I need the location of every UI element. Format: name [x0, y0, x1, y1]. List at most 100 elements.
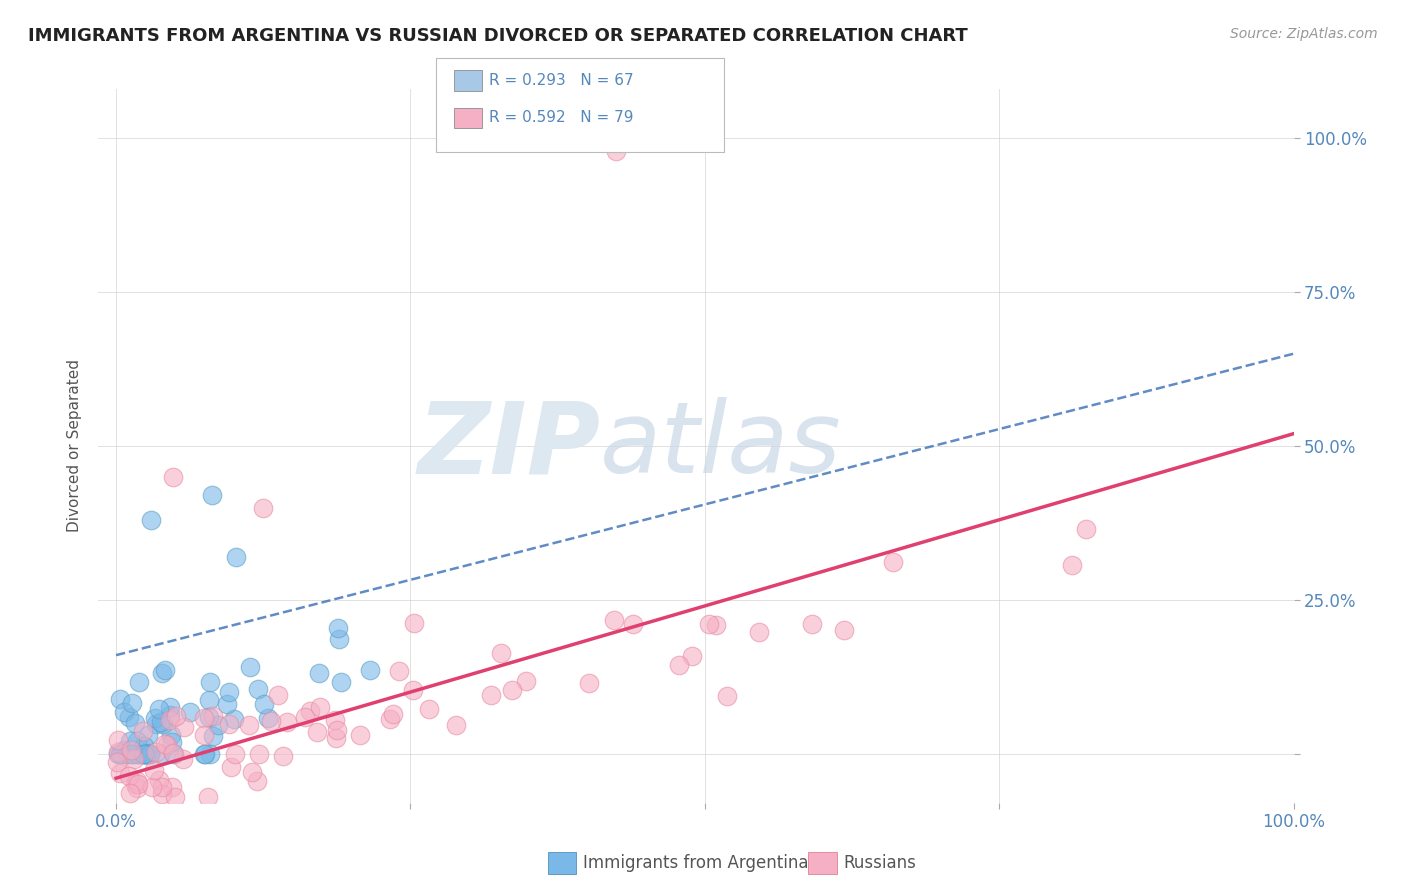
- Point: [159, 713, 181, 727]
- Point: [124, 716, 146, 731]
- Point: [308, 665, 330, 680]
- Point: [163, 747, 186, 761]
- Point: [207, 718, 229, 732]
- Text: atlas: atlas: [600, 398, 842, 494]
- Point: [110, 747, 132, 761]
- Point: [252, 500, 274, 515]
- Point: [198, 674, 221, 689]
- Point: [153, 737, 176, 751]
- Point: [240, 765, 263, 780]
- Point: [150, 665, 173, 680]
- Point: [160, 780, 183, 795]
- Point: [603, 613, 626, 627]
- Point: [193, 728, 215, 742]
- Point: [668, 657, 690, 672]
- Point: [257, 711, 280, 725]
- Point: [202, 708, 225, 723]
- Point: [246, 773, 269, 788]
- Point: [173, 720, 195, 734]
- Point: [201, 729, 224, 743]
- Point: [121, 696, 143, 710]
- Point: [218, 717, 240, 731]
- Point: [402, 616, 425, 631]
- Point: [159, 700, 181, 714]
- Point: [800, 617, 823, 632]
- Point: [145, 745, 167, 759]
- Point: [127, 747, 149, 761]
- Point: [225, 549, 247, 564]
- Point: [160, 735, 183, 749]
- Point: [218, 685, 240, 699]
- Point: [193, 711, 215, 725]
- Point: [194, 747, 217, 761]
- Point: [326, 723, 349, 738]
- Point: [201, 488, 224, 502]
- Point: [605, 144, 627, 158]
- Point: [134, 747, 156, 761]
- Point: [141, 780, 163, 794]
- Point: [193, 747, 215, 761]
- Point: [134, 747, 156, 761]
- Point: [128, 674, 150, 689]
- Point: [134, 739, 156, 753]
- Point: [150, 787, 173, 801]
- Point: [120, 786, 142, 800]
- Point: [832, 623, 855, 637]
- Text: IMMIGRANTS FROM ARGENTINA VS RUSSIAN DIVORCED OR SEPARATED CORRELATION CHART: IMMIGRANTS FROM ARGENTINA VS RUSSIAN DIV…: [28, 27, 967, 45]
- Point: [131, 747, 153, 761]
- Point: [748, 625, 770, 640]
- Point: [122, 752, 145, 766]
- Point: [131, 747, 153, 761]
- Point: [132, 724, 155, 739]
- Point: [239, 660, 262, 674]
- Point: [108, 766, 131, 780]
- Point: [150, 715, 173, 730]
- Point: [238, 718, 260, 732]
- Point: [578, 676, 600, 690]
- Text: ZIP: ZIP: [418, 398, 600, 494]
- Point: [125, 774, 148, 789]
- Point: [179, 705, 201, 719]
- Point: [127, 747, 149, 761]
- Point: [444, 717, 467, 731]
- Point: [359, 663, 381, 677]
- Point: [120, 743, 142, 757]
- Point: [1076, 522, 1098, 536]
- Point: [127, 777, 149, 791]
- Point: [307, 725, 329, 739]
- Point: [115, 747, 138, 761]
- Point: [107, 747, 129, 761]
- Point: [294, 710, 316, 724]
- Point: [198, 710, 221, 724]
- Point: [107, 745, 129, 759]
- Point: [271, 748, 294, 763]
- Point: [110, 747, 132, 761]
- Point: [489, 647, 512, 661]
- Point: [107, 733, 129, 747]
- Y-axis label: Divorced or Separated: Divorced or Separated: [67, 359, 83, 533]
- Point: [706, 618, 728, 632]
- Point: [323, 713, 346, 727]
- Point: [148, 702, 170, 716]
- Point: [326, 622, 349, 636]
- Point: [501, 682, 523, 697]
- Point: [247, 747, 270, 761]
- Text: Russians: Russians: [844, 854, 917, 871]
- Point: [276, 715, 298, 730]
- Point: [136, 747, 159, 761]
- Point: [135, 747, 157, 761]
- Point: [117, 709, 139, 723]
- Point: [402, 683, 425, 698]
- Text: Source: ZipAtlas.com: Source: ZipAtlas.com: [1230, 27, 1378, 41]
- Point: [165, 708, 187, 723]
- Point: [160, 728, 183, 742]
- Point: [150, 780, 173, 794]
- Point: [112, 705, 135, 719]
- Point: [124, 777, 146, 791]
- Point: [299, 704, 322, 718]
- Point: [145, 717, 167, 731]
- Point: [388, 665, 411, 679]
- Point: [135, 747, 157, 761]
- Point: [112, 742, 135, 756]
- Point: [152, 717, 174, 731]
